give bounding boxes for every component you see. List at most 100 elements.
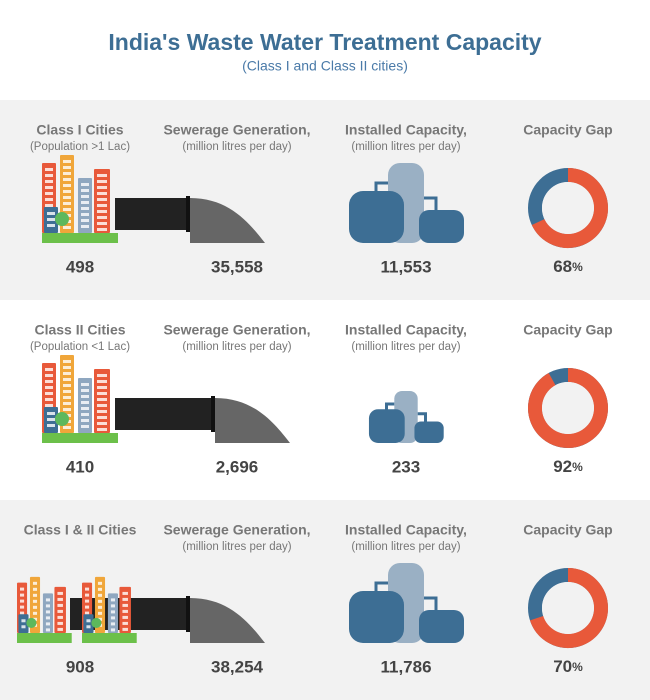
- window: [32, 593, 38, 597]
- window: [97, 210, 107, 213]
- window: [63, 360, 71, 363]
- gap-value: 68%: [553, 257, 583, 276]
- window: [32, 587, 38, 591]
- window: [97, 587, 103, 591]
- installed-header: Installed Capacity,: [345, 522, 467, 538]
- window: [81, 213, 89, 216]
- installed-unit: (million litres per day): [351, 341, 460, 353]
- gap-header: Capacity Gap: [523, 522, 612, 538]
- city-label: Class II Cities: [34, 322, 125, 338]
- cities-value: 908: [66, 657, 94, 676]
- window: [81, 183, 89, 186]
- window: [63, 178, 71, 181]
- window: [47, 212, 55, 215]
- window: [97, 404, 107, 407]
- window: [32, 599, 38, 603]
- window: [45, 392, 53, 395]
- tank: [349, 191, 404, 243]
- tree: [26, 617, 37, 628]
- installed-value: 233: [392, 457, 420, 476]
- city-note: (Population >1 Lac): [30, 141, 130, 153]
- window: [97, 198, 107, 201]
- donut-gap: [531, 168, 608, 248]
- tank: [414, 421, 444, 443]
- window: [110, 598, 115, 602]
- window: [85, 587, 90, 591]
- window: [81, 225, 89, 228]
- window: [47, 418, 55, 421]
- gap-unit: %: [572, 460, 583, 474]
- window: [63, 402, 71, 405]
- building: [78, 178, 92, 233]
- window: [45, 610, 50, 614]
- window: [97, 186, 107, 189]
- city-note: (Population <1 Lac): [30, 341, 130, 353]
- donut-hole: [542, 182, 594, 234]
- window: [63, 396, 71, 399]
- window: [20, 587, 25, 591]
- window: [45, 186, 53, 189]
- window: [85, 605, 90, 609]
- window: [81, 189, 89, 192]
- window: [97, 380, 107, 383]
- window: [20, 593, 25, 597]
- sewerage-header: Sewerage Generation,: [163, 322, 310, 338]
- window: [57, 591, 63, 595]
- window: [45, 404, 53, 407]
- window: [97, 410, 107, 413]
- window: [122, 609, 128, 613]
- gap-number: 92: [553, 457, 572, 476]
- window: [81, 389, 89, 392]
- sewerage-value: 35,558: [211, 257, 263, 276]
- window: [45, 174, 53, 177]
- window: [122, 591, 128, 595]
- window: [57, 615, 63, 619]
- window: [63, 378, 71, 381]
- window: [57, 627, 63, 631]
- window: [63, 372, 71, 375]
- window: [63, 390, 71, 393]
- window: [32, 581, 38, 585]
- window: [97, 611, 103, 615]
- window: [97, 593, 103, 597]
- gap-value: 70%: [553, 657, 583, 676]
- tree: [91, 617, 102, 628]
- window: [81, 407, 89, 410]
- window: [63, 366, 71, 369]
- window: [110, 616, 115, 620]
- installed-unit: (million litres per day): [351, 141, 460, 153]
- window: [63, 160, 71, 163]
- window: [20, 611, 25, 615]
- gap-header: Capacity Gap: [523, 122, 612, 138]
- window: [21, 625, 26, 629]
- installed-header: Installed Capacity,: [345, 122, 467, 138]
- window: [63, 208, 71, 211]
- window: [97, 228, 107, 231]
- building: [78, 378, 92, 433]
- ground: [17, 633, 72, 643]
- window: [32, 617, 38, 621]
- gap-number: 70: [553, 657, 572, 676]
- tree: [55, 212, 69, 226]
- window: [97, 216, 107, 219]
- title: India's Waste Water Treatment Capacity: [108, 29, 541, 55]
- gap-unit: %: [572, 660, 583, 674]
- tank: [368, 409, 405, 443]
- window: [81, 207, 89, 210]
- window: [97, 180, 107, 183]
- donut-hole: [542, 582, 594, 634]
- window: [97, 386, 107, 389]
- sewerage-unit: (million litres per day): [182, 141, 291, 153]
- window: [63, 172, 71, 175]
- sewerage-header: Sewerage Generation,: [163, 522, 310, 538]
- building: [18, 614, 29, 633]
- sewerage-value: 38,254: [211, 657, 264, 676]
- installed-value: 11,553: [380, 257, 431, 276]
- window: [45, 380, 53, 383]
- window: [81, 201, 89, 204]
- tank: [419, 210, 464, 243]
- window: [45, 168, 53, 171]
- window: [110, 622, 115, 626]
- tank: [419, 610, 464, 643]
